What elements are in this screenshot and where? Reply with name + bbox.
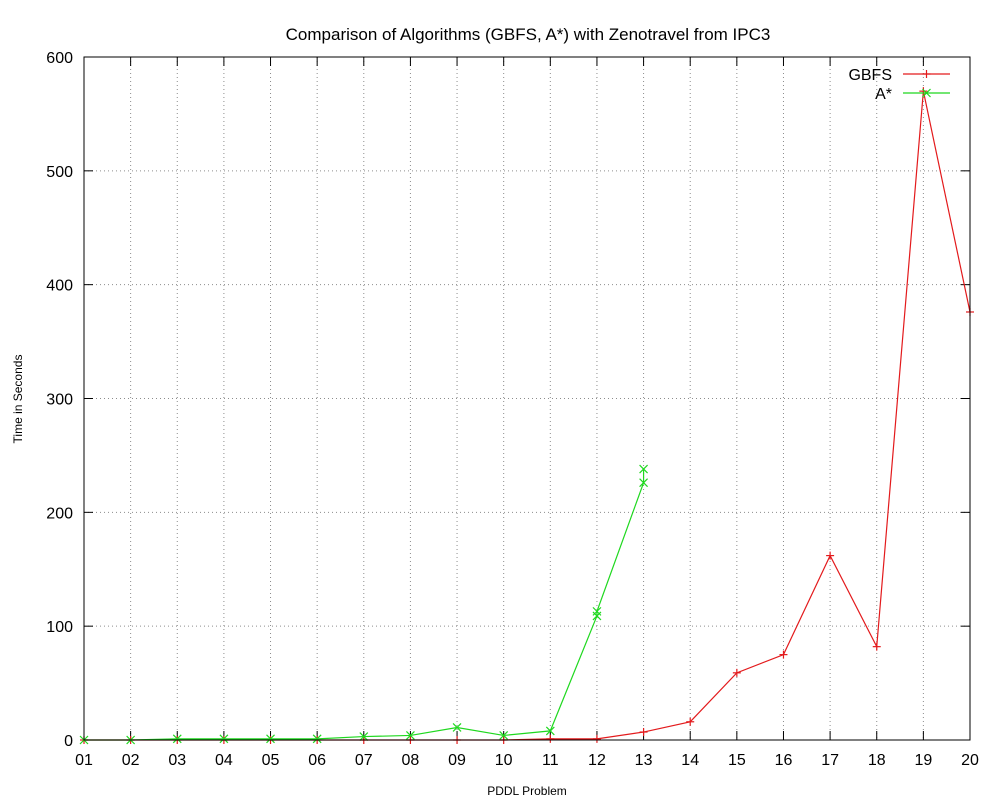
x-tick-label: 07 — [355, 752, 373, 769]
x-tick-label: 05 — [262, 752, 280, 769]
y-tick-label: 200 — [46, 505, 73, 522]
x-tick-label: 16 — [775, 752, 793, 769]
data-point-marker — [639, 478, 649, 488]
data-point-marker — [405, 731, 415, 740]
x-tick-label: 02 — [122, 752, 140, 769]
data-point-marker — [499, 731, 509, 740]
y-tick-label: 400 — [46, 278, 73, 295]
x-tick-label: 20 — [961, 752, 979, 769]
x-tick-label: 13 — [635, 752, 653, 769]
series-0 — [80, 87, 974, 744]
tick-layer: 0 100 200 300 400 500 600 01 02 03 04 05 06 07 08 09 10 1… — [46, 50, 979, 769]
data-point-marker — [545, 726, 555, 736]
x-tick-label: 01 — [75, 752, 93, 769]
grid-layer — [84, 57, 970, 740]
data-point-marker — [452, 723, 462, 732]
y-axis-label: Time in Seconds — [11, 355, 25, 444]
legend-marker — [922, 88, 931, 98]
y-tick-label: 0 — [64, 733, 73, 750]
legend: GBFS A* — [848, 67, 950, 103]
x-tick-label: 12 — [588, 752, 606, 769]
data-point-marker — [312, 734, 322, 744]
data-point-marker — [359, 732, 369, 742]
data-point-marker — [219, 734, 229, 744]
data-point-marker — [172, 734, 182, 744]
x-axis-label: PDDL Problem — [487, 784, 567, 798]
x-tick-label: 17 — [821, 752, 839, 769]
legend-item-0: GBFS — [848, 67, 950, 84]
x-tick-label: 14 — [681, 752, 699, 769]
legend-label: GBFS — [848, 67, 892, 84]
x-tick-label: 10 — [495, 752, 513, 769]
y-tick-label: 300 — [46, 392, 73, 409]
data-point-marker — [592, 606, 602, 616]
x-tick-label: 08 — [402, 752, 420, 769]
x-tick-label: 15 — [728, 752, 746, 769]
x-tick-label: 06 — [308, 752, 326, 769]
legend-item-1: A* — [875, 86, 950, 103]
legend-label: A* — [875, 86, 892, 103]
x-tick-label: 19 — [914, 752, 932, 769]
x-tick-label: 09 — [448, 752, 466, 769]
series-1 — [79, 464, 649, 745]
y-tick-label: 500 — [46, 164, 73, 181]
series-layer — [79, 87, 974, 745]
x-tick-label: 11 — [542, 752, 559, 769]
data-point-marker — [266, 734, 275, 744]
y-tick-label: 600 — [46, 50, 73, 67]
y-tick-label: 100 — [46, 619, 73, 636]
x-tick-label: 04 — [215, 752, 233, 769]
chart-title: Comparison of Algorithms (GBFS, A*) with… — [286, 25, 771, 44]
x-tick-label: 18 — [868, 752, 886, 769]
plot-frame — [83, 56, 971, 741]
data-point-marker — [639, 464, 649, 474]
series-line — [84, 91, 971, 741]
x-tick-label: 03 — [168, 752, 186, 769]
